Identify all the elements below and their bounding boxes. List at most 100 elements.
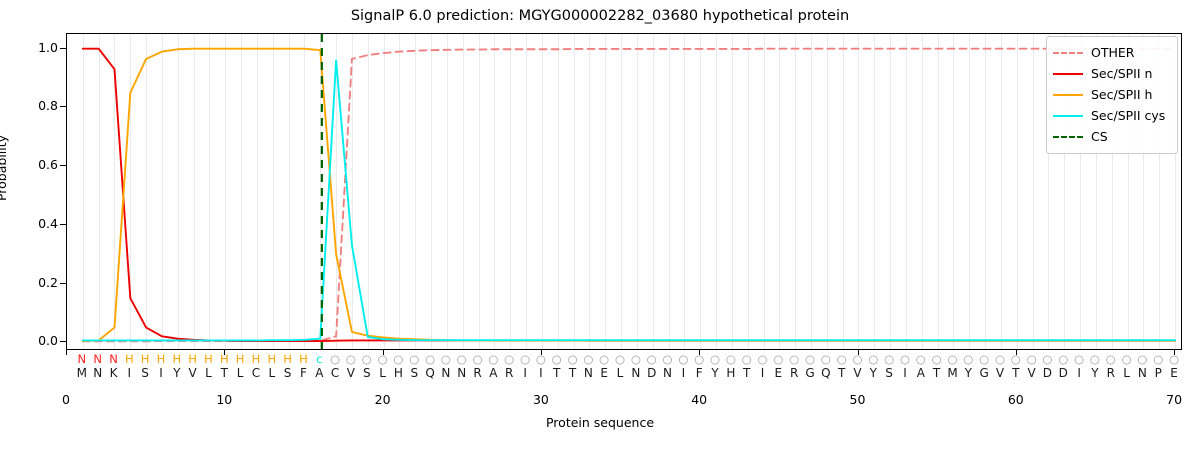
region-letter: ○	[456, 352, 467, 366]
residue-letter: L	[205, 366, 212, 380]
residue-letter: N	[93, 366, 103, 380]
grid-line	[241, 34, 243, 349]
residue-letter: T	[553, 366, 561, 380]
region-letter: ○	[757, 352, 768, 366]
grid-line	[541, 34, 543, 349]
region-letter: H	[124, 352, 134, 366]
region-letter: ○	[1026, 352, 1037, 366]
grid-line	[446, 34, 448, 349]
region-letter: ○	[979, 352, 990, 366]
grid-line	[779, 34, 781, 349]
region-letter: ○	[1137, 352, 1148, 366]
region-letter: ○	[963, 352, 974, 366]
x-tick-label: 60	[1007, 392, 1024, 407]
region-letter: ○	[614, 352, 626, 366]
grid-line	[826, 34, 828, 349]
legend-swatch	[1053, 131, 1083, 143]
residue-letter: R	[790, 366, 799, 380]
grid-line	[383, 34, 385, 349]
residue-letter: H	[393, 366, 403, 380]
residue-letter: D	[1058, 366, 1068, 380]
region-letter: ○	[409, 352, 420, 366]
grid-line	[652, 34, 654, 349]
region-letter: ○	[868, 352, 879, 366]
residue-letter: Y	[173, 366, 181, 380]
series-line	[81, 47, 1177, 343]
grid-line	[921, 34, 923, 349]
legend-item[interactable]: CS	[1053, 126, 1171, 147]
y-tick-label: 1.0	[38, 39, 58, 55]
grid-line	[494, 34, 496, 349]
region-letter: ○	[393, 352, 404, 366]
grid-line	[621, 34, 623, 349]
data-curves	[81, 34, 1177, 349]
chart-title: SignalP 6.0 prediction: MGYG000002282_03…	[350, 8, 850, 24]
y-tick	[60, 47, 66, 49]
residue-letter: G	[979, 366, 989, 380]
residue-letter: R	[1106, 366, 1115, 380]
legend-swatch	[1053, 89, 1083, 101]
x-tick-label: 0	[62, 392, 70, 407]
legend-item[interactable]: Sec/SPII n	[1053, 63, 1171, 84]
residue-letter: T	[838, 366, 846, 380]
x-tick-label: 50	[849, 392, 866, 407]
residue-letter: N	[441, 366, 451, 380]
region-letter: ○	[1042, 352, 1053, 366]
residue-letter: S	[141, 366, 149, 380]
grid-line	[256, 34, 258, 349]
residue-letter: I	[159, 366, 163, 380]
grid-line	[1127, 34, 1129, 349]
legend-item[interactable]: Sec/SPII h	[1053, 84, 1171, 105]
residue-letter: V	[188, 366, 197, 380]
grid-line	[177, 34, 179, 349]
region-letter: ○	[1153, 352, 1164, 366]
grid-line	[351, 34, 353, 349]
x-tick	[857, 350, 859, 355]
residue-letter: N	[1137, 366, 1147, 380]
grid-line	[1095, 34, 1097, 349]
region-letter: ○	[694, 352, 705, 366]
region-letter: ○	[520, 352, 531, 366]
region-letter: H	[204, 352, 213, 366]
region-letter: H	[219, 352, 229, 366]
residue-letter: S	[885, 366, 893, 380]
legend-item[interactable]: OTHER	[1053, 42, 1171, 63]
region-letter: N	[93, 352, 102, 366]
y-tick	[60, 106, 66, 108]
grid-line	[842, 34, 844, 349]
grid-line	[795, 34, 797, 349]
residue-letter: N	[663, 366, 672, 380]
grid-line	[716, 34, 718, 349]
legend-label: CS	[1091, 129, 1108, 144]
residue-letter: I	[539, 366, 543, 380]
grid-line	[985, 34, 987, 349]
region-letter: ○	[1169, 352, 1180, 366]
residue-letter: L	[236, 366, 244, 380]
residue-letter: L	[616, 366, 624, 380]
x-tick	[224, 350, 226, 355]
residue-letter: E	[1170, 366, 1178, 380]
grid-line	[1143, 34, 1145, 349]
legend-label: Sec/SPII h	[1091, 87, 1153, 102]
series-line	[81, 47, 1177, 342]
region-letter: ○	[472, 352, 483, 366]
x-tick	[1015, 350, 1017, 355]
region-letter: ○	[330, 352, 341, 366]
x-tick-label: 30	[532, 392, 549, 407]
grid-line	[1159, 34, 1161, 349]
region-letter: H	[188, 352, 197, 366]
region-letter: ○	[741, 352, 752, 366]
x-tick-label: 40	[691, 392, 708, 407]
region-letter: ○	[361, 352, 372, 366]
grid-line	[82, 34, 84, 349]
residue-letter: S	[283, 366, 292, 380]
region-letter: ○	[773, 352, 784, 366]
residue-letter: N	[457, 366, 467, 380]
legend-item[interactable]: Sec/SPII cys	[1053, 105, 1171, 126]
residue-letter: V	[853, 366, 862, 380]
x-tick-label: 20	[374, 392, 391, 407]
y-tick-label: 0.6	[38, 157, 58, 173]
residue-letter: D	[1042, 366, 1053, 380]
grid-line	[399, 34, 401, 349]
residue-letter: M	[947, 366, 958, 380]
